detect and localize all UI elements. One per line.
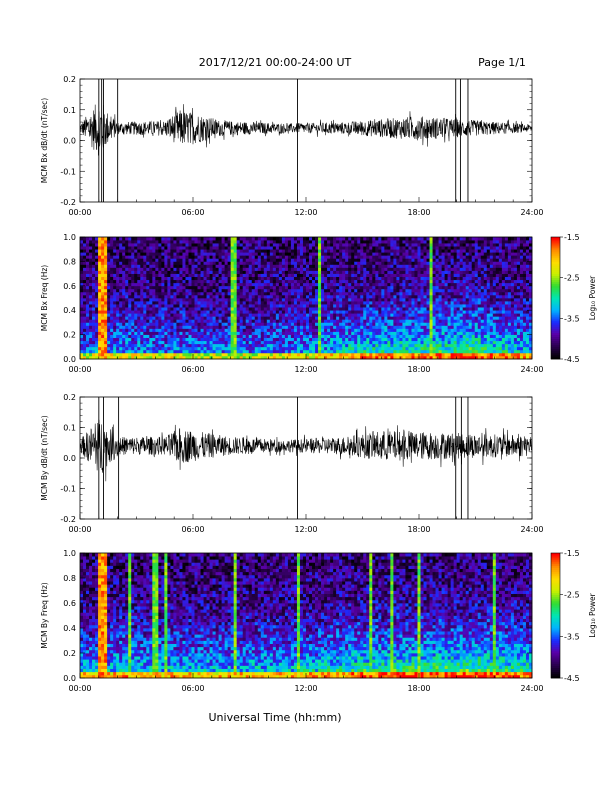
- x-tick-label: 18:00: [407, 208, 430, 217]
- x-tick-label: 00:00: [68, 525, 91, 534]
- panels: 00:00 06:00 12:00 18:00 24:00 -0.2 -0.1 0.0 0.1 0…: [40, 75, 597, 693]
- x-tick-label: 00:00: [68, 208, 91, 217]
- y-tick-label: -0.1: [60, 167, 76, 176]
- y-axis-label: MCM By Freq (Hz): [40, 582, 49, 648]
- colorbar-frame: [550, 552, 561, 679]
- x-tick-label: 24:00: [520, 365, 543, 374]
- y-tick-label: 0.4: [63, 306, 76, 315]
- colorbar-tick-label: -4.5: [564, 674, 580, 683]
- y-tick-label: -0.1: [60, 485, 76, 494]
- x-tick-label: 18:00: [407, 525, 430, 534]
- y-tick-label: 0.4: [63, 624, 76, 633]
- colorbar-tick-label: -3.5: [564, 314, 580, 323]
- x-tick-label: 12:00: [294, 365, 317, 374]
- x-tick-label: 24:00: [520, 684, 543, 693]
- x-tick-label: 06:00: [181, 365, 204, 374]
- y-tick-label: 0.2: [63, 331, 76, 340]
- y-tick-label: 0.8: [63, 257, 76, 266]
- y-tick-label: 0.1: [63, 106, 76, 115]
- x-tick-label: 24:00: [520, 208, 543, 217]
- by-waveform-panel: 00:00 06:00 12:00 18:00 24:00 -0.2 -0.1 0.0 0.1 0…: [40, 393, 544, 534]
- y-tick-label: 0.0: [63, 454, 76, 463]
- y-tick-label: 0.1: [63, 424, 76, 433]
- spectrogram-cells: [80, 553, 533, 679]
- y-tick-label: -0.2: [60, 515, 76, 524]
- x-tick-label: 18:00: [407, 365, 430, 374]
- x-tick-label: 00:00: [68, 365, 91, 374]
- y-tick-label: 0.8: [63, 574, 76, 583]
- bx-waveform-panel: 00:00 06:00 12:00 18:00 24:00 -0.2 -0.1 0.0 0.1 0…: [40, 75, 544, 217]
- y-tick-label: 0.2: [63, 393, 76, 402]
- colorbar-label: Log₁₀ Power: [588, 275, 597, 320]
- y-axis-label: MCM Bx dB/dt (nT/sec): [40, 98, 49, 183]
- colorbar-frame: [550, 236, 561, 360]
- waveform-trace: [80, 419, 532, 482]
- page-indicator: Page 1/1: [478, 56, 526, 69]
- colorbar-tick-label: -2.5: [564, 591, 580, 600]
- colorbar-tick-label: -1.5: [564, 233, 580, 242]
- bx-spectrogram-panel: 00:00 06:00 12:00 18:00 24:00 0.0 0.2 0.4 0.6 0.8…: [40, 233, 597, 374]
- colorbar-tick-label: -1.5: [564, 549, 580, 558]
- y-tick-label: 0.2: [63, 75, 76, 84]
- plot-frame: [79, 78, 533, 203]
- y-tick-label: 0.6: [63, 599, 76, 608]
- colorbar-label: Log₁₀ Power: [588, 592, 597, 637]
- x-tick-label: 12:00: [294, 208, 317, 217]
- waveform-trace: [80, 104, 532, 156]
- x-tick-label: 24:00: [520, 525, 543, 534]
- y-tick-label: 0.0: [63, 355, 76, 364]
- y-tick-label: -0.2: [60, 198, 76, 207]
- colorbar-tick-label: -2.5: [564, 274, 580, 283]
- y-axis-label: MCM Bx Freq (Hz): [40, 265, 49, 331]
- colorbar: -1.5 -2.5 -3.5 -4.5 Log₁₀ Power: [550, 233, 597, 364]
- x-tick-label: 18:00: [407, 684, 430, 693]
- x-tick-label: 00:00: [68, 684, 91, 693]
- spectrogram-cells: [80, 237, 533, 360]
- x-tick-label: 06:00: [181, 208, 204, 217]
- y-tick-label: 0.2: [63, 649, 76, 658]
- y-axis-label: MCM By dB/dt (nT/sec): [40, 415, 49, 500]
- y-tick-label: 0.0: [63, 137, 76, 146]
- y-tick-label: 0.6: [63, 282, 76, 291]
- x-tick-label: 12:00: [294, 525, 317, 534]
- y-tick-label: 0.0: [63, 674, 76, 683]
- x-tick-label: 06:00: [181, 684, 204, 693]
- plot-frame: [79, 396, 533, 520]
- y-tick-label: 1.0: [63, 549, 76, 558]
- x-tick-label: 12:00: [294, 684, 317, 693]
- y-tick-label: 1.0: [63, 233, 76, 242]
- colorbar: -1.5 -2.5 -3.5 -4.5 Log₁₀ Power: [550, 549, 597, 683]
- colorbar-tick-label: -3.5: [564, 632, 580, 641]
- x-axis-title: Universal Time (hh:mm): [209, 711, 342, 724]
- x-tick-label: 06:00: [181, 525, 204, 534]
- date-range-title: 2017/12/21 00:00-24:00 UT: [199, 56, 352, 69]
- colorbar-tick-label: -4.5: [564, 355, 580, 364]
- by-spectrogram-panel: 00:00 06:00 12:00 18:00 24:00 0.0 0.2 0.4 0.6 0.8…: [40, 549, 597, 693]
